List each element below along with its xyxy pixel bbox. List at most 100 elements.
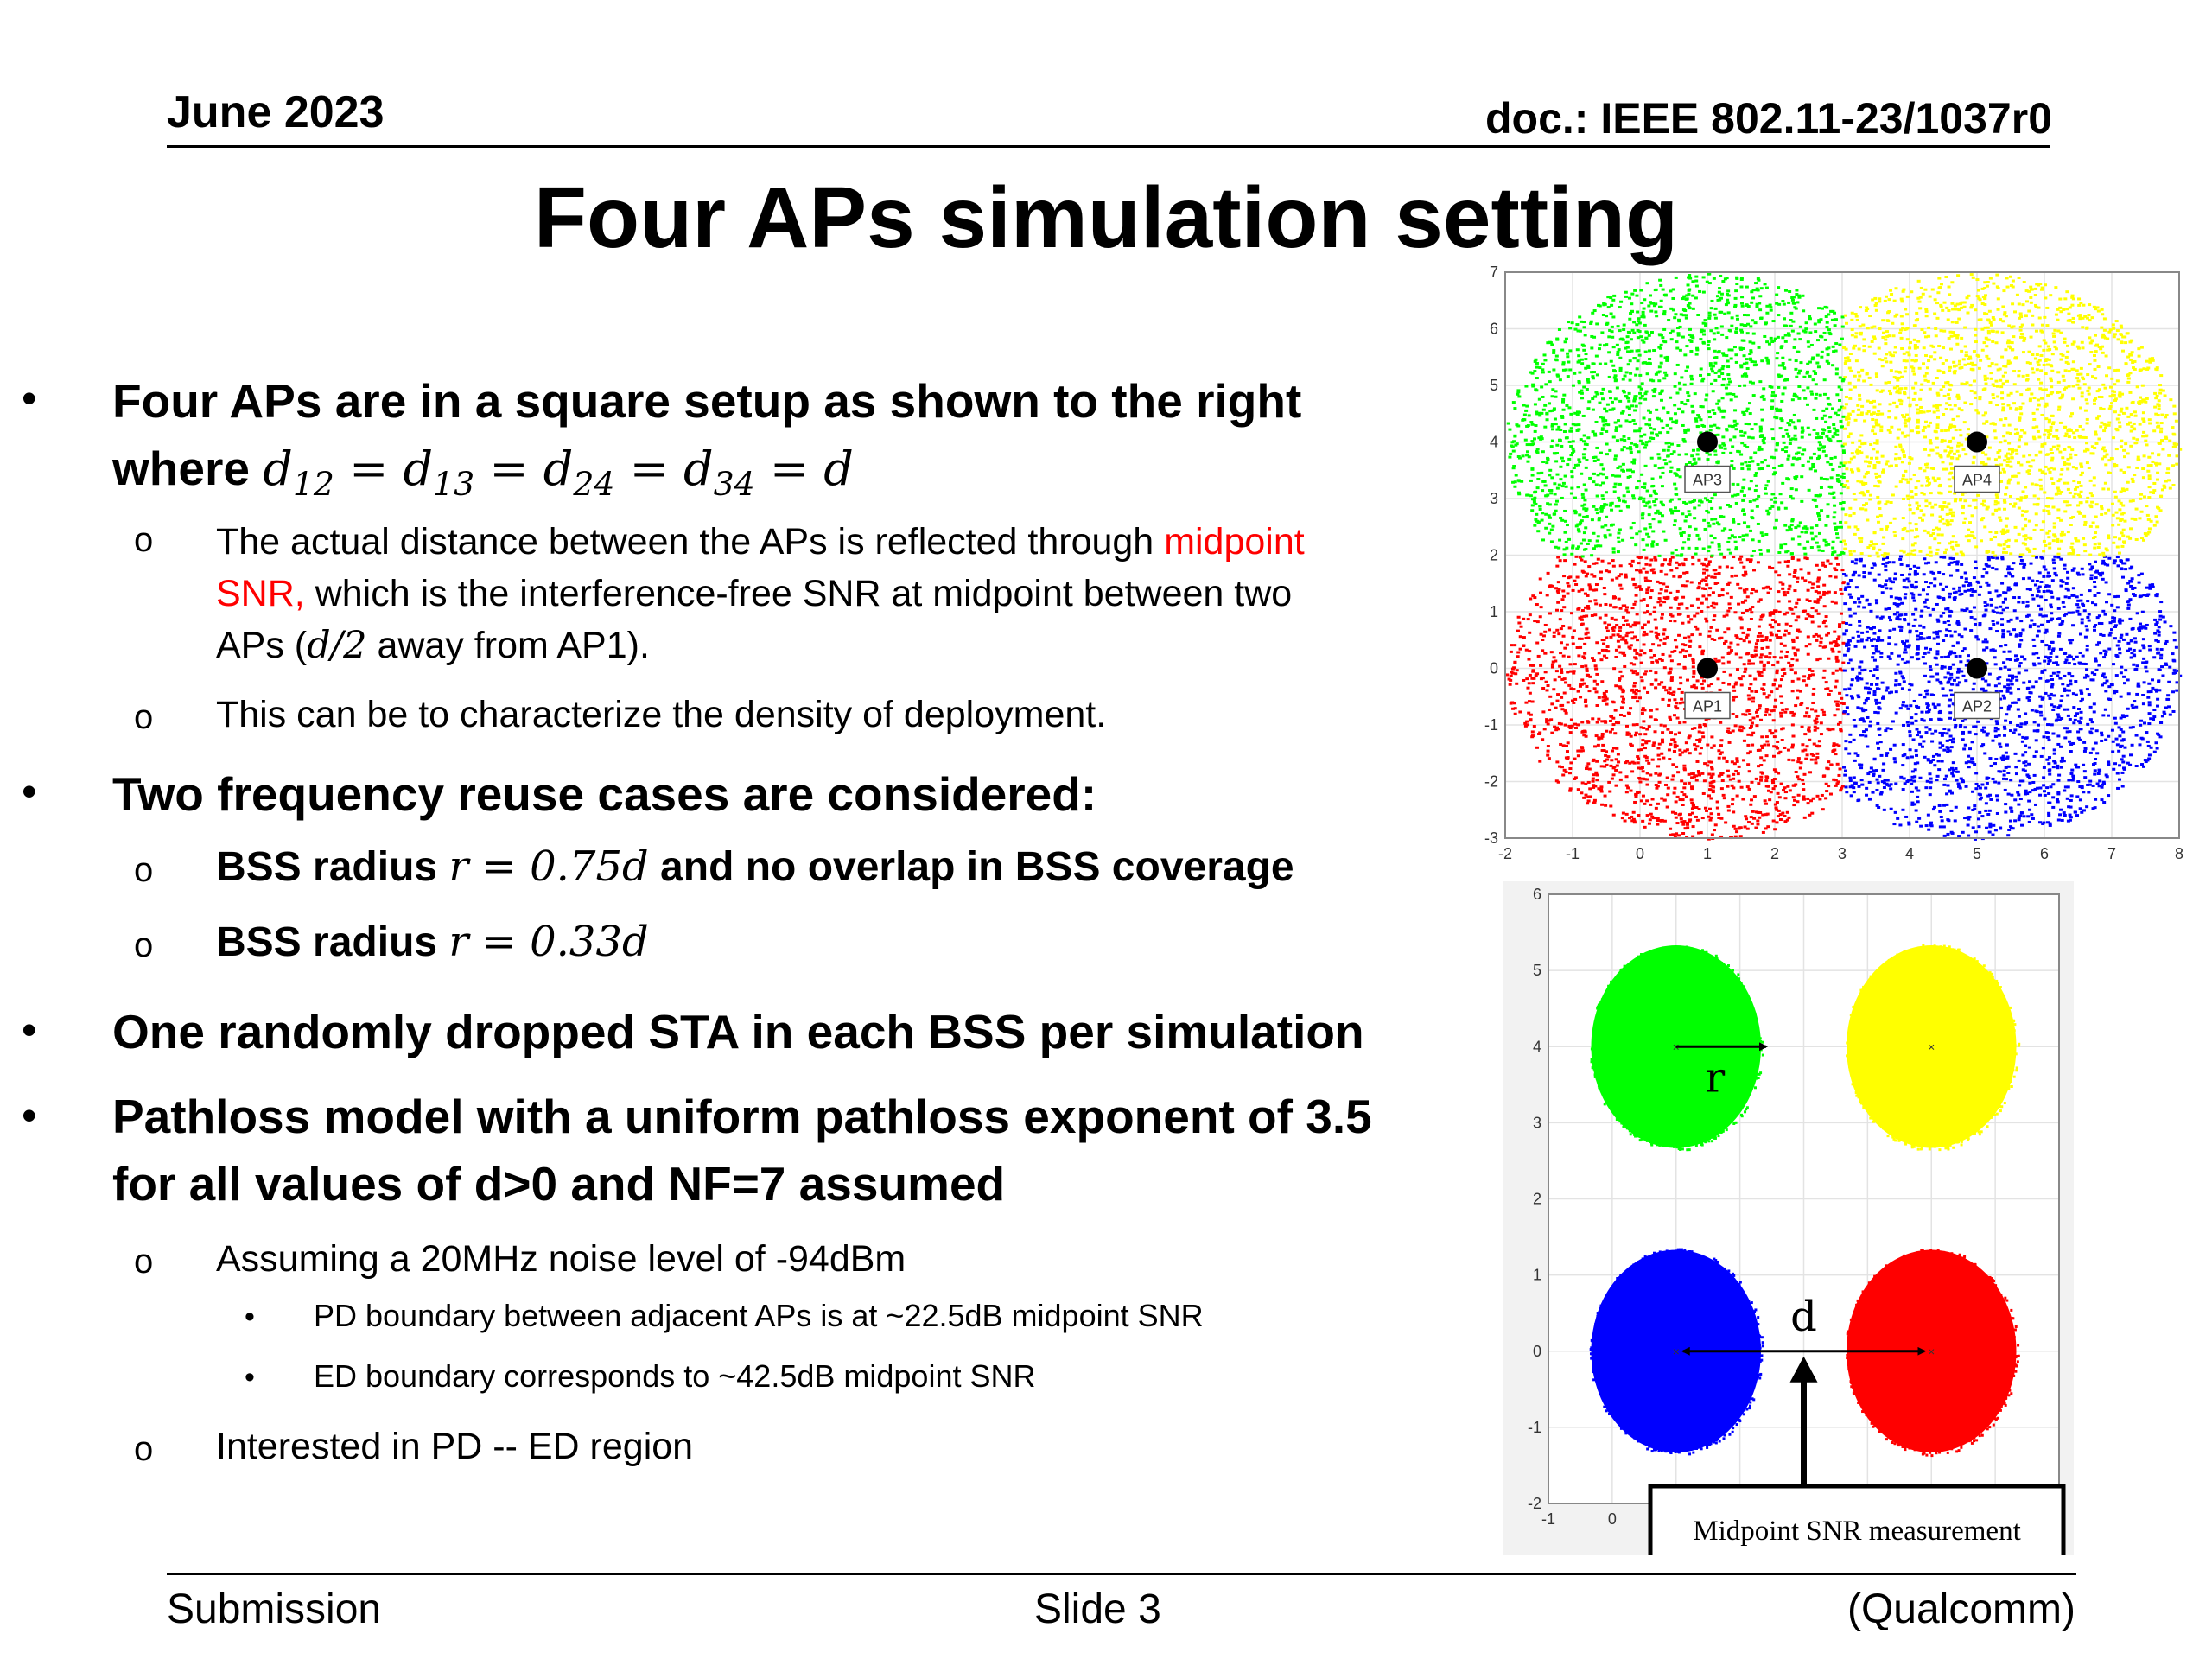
sta-point — [1853, 724, 1858, 728]
sta-point — [1577, 589, 1581, 593]
sta-point — [1704, 497, 1708, 500]
sta-point — [2121, 760, 2126, 764]
sta-point — [1591, 397, 1595, 401]
sta-point — [1768, 587, 1772, 590]
sta-point — [2126, 707, 2130, 710]
sta-point — [2056, 663, 2060, 666]
sta-point — [1997, 770, 2001, 773]
sta-point — [1683, 655, 1688, 658]
sta-point — [2055, 655, 2059, 658]
sta-point — [1584, 782, 1588, 785]
sta-point — [1913, 618, 1917, 621]
sta-point — [2147, 722, 2152, 726]
sta-point — [1832, 778, 1836, 781]
sta-point — [1947, 728, 1951, 732]
sta-point — [1998, 676, 2002, 679]
midpoint-text-b: which is the interference-free SNR at mi… — [315, 573, 1293, 614]
sta-point — [2085, 688, 2089, 691]
sta-point — [1653, 606, 1657, 609]
sta-point — [1808, 433, 1812, 436]
sta-point — [1597, 717, 1601, 721]
sta-point — [1562, 430, 1567, 434]
sta-point — [2045, 735, 2050, 739]
sta-point — [2003, 788, 2007, 791]
sta-point — [1686, 391, 1690, 395]
sta-point — [1552, 407, 1556, 410]
sta-point — [1770, 618, 1775, 621]
sta-point — [1969, 760, 1974, 764]
sta-point — [1716, 677, 1720, 681]
sta-point — [2017, 818, 2021, 822]
sta-point — [2132, 653, 2136, 657]
sta-point — [1674, 548, 1678, 551]
sta-point — [1811, 797, 1815, 800]
sta-point — [1751, 394, 1756, 397]
sta-point — [1845, 791, 1849, 794]
sta-point — [2006, 586, 2011, 589]
sta-point — [1607, 351, 1611, 354]
sta-point — [1699, 580, 1703, 583]
sta-point — [1923, 557, 1927, 561]
sta-point — [1911, 613, 1916, 616]
sta-point — [2068, 813, 2072, 817]
sta-point — [1834, 784, 1838, 787]
sta-point — [1604, 753, 1608, 757]
sta-point — [1586, 542, 1590, 545]
sta-point — [1830, 407, 1834, 410]
sta-point — [1958, 654, 1962, 658]
sta-point — [1701, 377, 1706, 380]
sta-point — [1638, 588, 1643, 591]
sta-point — [2012, 609, 2017, 613]
sta-point — [1707, 837, 1711, 841]
sta-point — [1708, 587, 1713, 590]
sta-point — [1697, 808, 1701, 811]
sta-point — [1728, 607, 1732, 610]
sta-point — [1706, 764, 1710, 767]
sta-point — [1810, 708, 1815, 711]
sta-point — [1862, 730, 1866, 734]
sta-point — [1807, 715, 1811, 718]
sta-point — [1615, 764, 1619, 767]
sta-point — [1662, 756, 1666, 760]
sta-point — [2067, 671, 2071, 675]
sta-point — [2093, 762, 2097, 766]
sta-point — [1754, 826, 1758, 830]
sta-point — [1991, 739, 1995, 742]
sta-point — [1760, 614, 1764, 618]
sta-point — [1714, 356, 1719, 359]
sta-point — [1746, 752, 1751, 755]
sta-point — [1634, 600, 1638, 603]
sta-point — [2029, 562, 2033, 565]
sta-point — [1809, 758, 1814, 761]
sta-point — [1850, 784, 1854, 787]
sta-point — [2158, 689, 2162, 692]
sta-point — [1735, 715, 1739, 719]
sta-point — [1817, 625, 1821, 628]
sta-point — [1915, 630, 1919, 633]
sta-point — [2047, 739, 2051, 742]
sta-point — [1758, 811, 1763, 815]
sta-point — [1834, 655, 1839, 658]
sta-point — [1657, 346, 1662, 349]
sta-point — [1860, 594, 1865, 598]
sta-point — [1977, 593, 1981, 596]
sta-point — [2094, 576, 2098, 580]
sta-point — [1944, 774, 1948, 778]
sta-point — [1818, 798, 1822, 801]
sta-point — [1561, 594, 1566, 598]
sta-point — [1838, 721, 1842, 724]
sta-point — [2058, 677, 2063, 680]
sta-point — [1687, 537, 1691, 541]
sta-point — [1580, 588, 1585, 592]
sta-point — [1612, 490, 1617, 493]
sta-point — [1815, 794, 1820, 798]
sta-point — [1605, 626, 1609, 630]
sta-point — [1951, 663, 1955, 666]
sta-point — [1728, 778, 1732, 781]
radius-label-2: BSS radius — [216, 919, 438, 965]
sta-point — [2075, 571, 2080, 575]
sta-point — [1727, 602, 1732, 606]
sta-point — [2116, 564, 2120, 568]
sta-point — [1665, 776, 1669, 779]
sta-point — [1556, 556, 1560, 559]
